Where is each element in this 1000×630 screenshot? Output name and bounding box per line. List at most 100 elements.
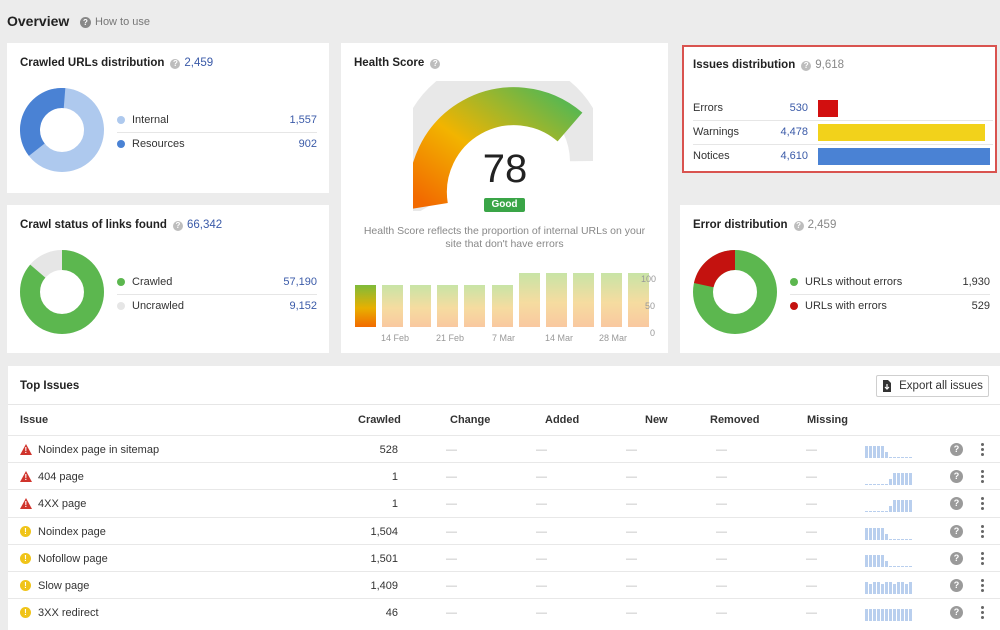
issue-name[interactable]: Slow page	[38, 580, 90, 592]
issue-crawled[interactable]: 1	[391, 498, 398, 511]
total-count[interactable]: 66,342	[186, 219, 223, 231]
help-icon[interactable]: ?	[430, 59, 441, 69]
help-icon[interactable]: ?	[172, 221, 183, 231]
issue-crawled[interactable]: 528	[379, 444, 398, 456]
legend-resources[interactable]: Resources 902	[117, 138, 317, 150]
issue-value[interactable]: 530	[789, 102, 808, 114]
health-history-bar[interactable]	[409, 284, 431, 327]
help-icon[interactable]: ?	[801, 61, 812, 71]
column-missing[interactable]: Missing	[807, 414, 848, 426]
trend-sparkline[interactable]	[865, 578, 913, 594]
crawled-urls-card: Crawled URLs distribution? 2,459 Internal…	[7, 43, 329, 193]
total-count[interactable]: 2,459	[184, 57, 214, 69]
issue-crawled[interactable]: 1,501	[370, 552, 398, 565]
help-icon[interactable]: ?	[793, 221, 804, 231]
legend-value[interactable]: 1,557	[289, 114, 317, 126]
health-history-bar[interactable]	[546, 273, 568, 327]
trend-sparkline[interactable]	[865, 524, 913, 540]
issue-crawled[interactable]: 1,504	[370, 525, 398, 538]
health-history-bar[interactable]	[600, 273, 622, 327]
more-options-icon[interactable]	[981, 579, 984, 594]
help-icon[interactable]: ?	[950, 443, 963, 456]
legend-value[interactable]: 529	[971, 300, 990, 312]
more-options-icon[interactable]	[981, 551, 984, 567]
health-history-bar[interactable]	[436, 284, 458, 327]
table-row[interactable]: 404 page 1 — — — — —?	[8, 462, 1000, 489]
health-history-bar[interactable]	[491, 284, 513, 327]
column-removed[interactable]: Removed	[710, 414, 760, 426]
legend-internal[interactable]: Internal 1,557	[117, 114, 317, 126]
help-icon[interactable]: ?	[950, 606, 963, 620]
y-tick: 0	[650, 328, 656, 338]
issue-crawled[interactable]: 1,409	[370, 580, 398, 592]
column-change[interactable]: Change	[450, 414, 491, 426]
legend-with-errors[interactable]: URLs with errors 529	[790, 300, 990, 312]
issue-name[interactable]: Nofollow page	[38, 552, 108, 565]
legend-uncrawled[interactable]: Uncrawled 9,152	[117, 300, 317, 312]
more-options-icon[interactable]	[981, 470, 984, 485]
card-title: Issues distribution	[693, 59, 796, 71]
export-all-issues-button[interactable]: Export all issues	[876, 375, 989, 397]
table-row[interactable]: ! Slow page 1,409 — — — — —?	[8, 571, 1000, 598]
health-history-bar[interactable]	[464, 284, 486, 327]
help-icon[interactable]: ?	[170, 59, 181, 69]
legend-value[interactable]: 902	[298, 138, 317, 150]
table-row[interactable]: ! Noindex page 1,504 — — — — —?	[8, 516, 1000, 544]
top-issues-title: Top Issues	[20, 380, 80, 392]
health-history-bar[interactable]	[628, 273, 649, 327]
empty-value: —	[536, 525, 547, 538]
table-row[interactable]: ! Nofollow page 1,501 — — — — —?	[8, 543, 1000, 571]
trend-sparkline[interactable]	[865, 496, 913, 513]
more-options-icon[interactable]	[981, 497, 984, 512]
issue-name[interactable]: Noindex page	[38, 525, 106, 538]
issue-value[interactable]: 4,610	[780, 150, 808, 162]
issue-name[interactable]: 4XX page	[38, 498, 87, 511]
issue-name[interactable]: 3XX redirect	[38, 607, 99, 620]
issue-value[interactable]: 4,478	[780, 126, 808, 138]
legend-value[interactable]: 9,152	[289, 300, 317, 312]
legend-value[interactable]: 57,190	[283, 276, 317, 288]
legend-crawled[interactable]: Crawled 57,190	[117, 276, 317, 288]
notices-bar[interactable]	[818, 148, 990, 165]
legend-value[interactable]: 1,930	[962, 276, 990, 288]
issue-label: Warnings	[693, 126, 740, 138]
more-options-icon[interactable]	[981, 606, 984, 621]
table-row[interactable]: Noindex page in sitemap 528 — — — — —?	[8, 435, 1000, 462]
card-title: Health Score	[354, 57, 425, 69]
issue-row-notices[interactable]: Notices 4,610	[693, 147, 993, 167]
issue-crawled[interactable]: 46	[385, 607, 398, 620]
help-icon[interactable]: ?	[950, 497, 963, 511]
health-history-bar[interactable]	[382, 284, 404, 327]
health-history-chart[interactable]	[355, 273, 649, 327]
errors-bar[interactable]	[818, 100, 838, 117]
issue-name[interactable]: Noindex page in sitemap	[38, 444, 160, 456]
how-to-use-link[interactable]: ? How to use	[80, 16, 150, 28]
warnings-bar[interactable]	[818, 124, 985, 141]
issue-name[interactable]: 404 page	[38, 471, 84, 484]
table-row[interactable]: 4XX page 1 — — — — —?	[8, 489, 1000, 516]
trend-sparkline[interactable]	[865, 442, 913, 458]
column-new[interactable]: New	[645, 414, 668, 426]
trend-sparkline[interactable]	[865, 605, 913, 622]
trend-sparkline[interactable]	[865, 551, 913, 567]
table-row[interactable]: ! 3XX redirect 46 — — — — —?	[8, 598, 1000, 625]
column-crawled[interactable]: Crawled	[358, 414, 401, 426]
issue-row-warnings[interactable]: Warnings 4,478	[693, 123, 993, 143]
more-options-icon[interactable]	[981, 524, 984, 540]
more-options-icon[interactable]	[981, 443, 984, 458]
health-history-bar[interactable]	[355, 284, 376, 327]
issue-row-errors[interactable]: Errors 530	[693, 99, 993, 119]
column-added[interactable]: Added	[545, 414, 580, 426]
legend-label: Uncrawled	[132, 300, 184, 312]
help-icon[interactable]: ?	[950, 551, 963, 565]
legend-without-errors[interactable]: URLs without errors 1,930	[790, 276, 990, 288]
issue-crawled[interactable]: 1	[391, 471, 398, 484]
health-history-bar[interactable]	[518, 273, 540, 327]
trend-sparkline[interactable]	[865, 469, 913, 486]
column-issue[interactable]: Issue	[20, 414, 49, 426]
health-history-bar[interactable]	[573, 273, 595, 327]
help-icon[interactable]: ?	[950, 470, 963, 484]
legend-label: URLs with errors	[805, 300, 887, 312]
help-icon[interactable]: ?	[950, 579, 963, 592]
help-icon[interactable]: ?	[950, 524, 963, 538]
